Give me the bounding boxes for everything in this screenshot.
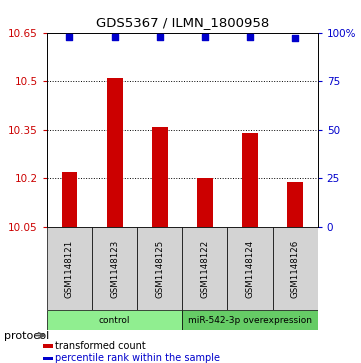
- Bar: [107, 78, 122, 227]
- Bar: [182, 310, 318, 330]
- Bar: [242, 133, 258, 227]
- Text: GSM1148122: GSM1148122: [200, 240, 209, 298]
- Point: [247, 34, 253, 40]
- Text: miR-542-3p overexpression: miR-542-3p overexpression: [188, 316, 312, 325]
- Bar: [62, 172, 77, 227]
- Bar: [197, 178, 213, 227]
- Point: [112, 34, 118, 40]
- Bar: [287, 182, 303, 227]
- Text: control: control: [99, 316, 130, 325]
- Bar: [47, 310, 182, 330]
- Text: GSM1148125: GSM1148125: [155, 240, 164, 298]
- Bar: [137, 227, 182, 310]
- Text: transformed count: transformed count: [55, 341, 146, 351]
- Point: [202, 34, 208, 40]
- Bar: [273, 227, 318, 310]
- Point: [67, 34, 73, 40]
- Text: GSM1148126: GSM1148126: [291, 240, 300, 298]
- Text: percentile rank within the sample: percentile rank within the sample: [55, 354, 220, 363]
- Text: GSM1148121: GSM1148121: [65, 240, 74, 298]
- Bar: [227, 227, 273, 310]
- Bar: [92, 227, 137, 310]
- Point: [292, 36, 298, 41]
- Bar: [43, 357, 53, 360]
- Point: [157, 34, 162, 40]
- Bar: [43, 344, 53, 348]
- Text: GSM1148123: GSM1148123: [110, 240, 119, 298]
- Text: GSM1148124: GSM1148124: [245, 240, 255, 298]
- Text: protocol: protocol: [4, 330, 49, 340]
- Bar: [152, 127, 168, 227]
- Title: GDS5367 / ILMN_1800958: GDS5367 / ILMN_1800958: [96, 16, 269, 29]
- Bar: [182, 227, 227, 310]
- Bar: [47, 227, 92, 310]
